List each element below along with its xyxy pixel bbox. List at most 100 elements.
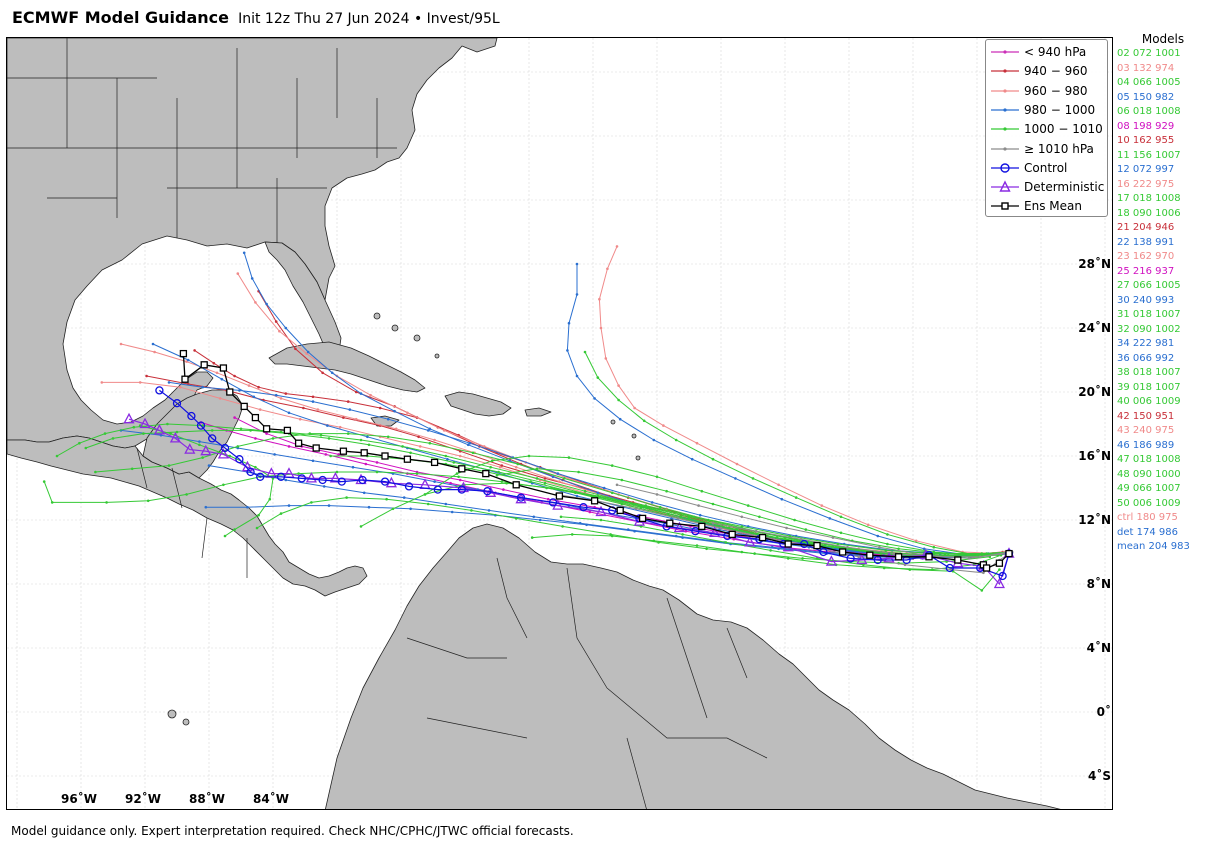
member-track-point — [665, 489, 668, 493]
control-point — [380, 477, 390, 486]
control-point — [318, 475, 327, 485]
legend-swatch — [991, 146, 1019, 151]
member-track-point — [652, 539, 656, 543]
model-row: 48 090 1000 — [1117, 468, 1181, 480]
deterministic-point — [184, 443, 196, 454]
member-track-point — [111, 437, 115, 440]
member-track-point — [914, 539, 918, 543]
member-track-point — [239, 427, 243, 431]
ens-mean-point — [381, 452, 389, 460]
member-track-point — [855, 550, 859, 554]
models-panel: Models 02 072 1001 03 132 974 04 066 1005 0… — [1117, 32, 1209, 555]
ens-mean-point — [954, 556, 962, 564]
land-islet — [391, 324, 399, 332]
control-point — [220, 443, 230, 453]
member-track-point — [734, 477, 737, 480]
member-track-point — [417, 435, 420, 439]
member-track-point — [393, 409, 396, 413]
model-row: 08 198 929 — [1117, 120, 1175, 132]
member-track-point — [793, 518, 796, 522]
member-track-point — [566, 349, 569, 352]
member-track-point — [967, 557, 971, 560]
model-row: 04 066 1005 — [1117, 77, 1181, 88]
ens-mean-point — [240, 402, 248, 411]
map-subtitle: Init 12z Thu 27 Jun 2024 • Invest/95L — [238, 11, 500, 27]
member-track-point — [354, 390, 358, 394]
latitude-label: 8˚N — [1086, 577, 1111, 591]
member-track-point — [153, 350, 156, 354]
member-track-point — [362, 491, 366, 495]
member-track-point — [610, 534, 614, 538]
land-hispaniola — [444, 391, 512, 417]
deterministic-point — [744, 536, 756, 547]
member-track-point — [546, 497, 550, 501]
ens-mean-point — [784, 540, 792, 548]
member-track-point — [338, 425, 342, 429]
member-track-point — [500, 464, 504, 467]
member-track-point — [578, 521, 582, 525]
member-track-point — [857, 555, 860, 559]
member-track-point — [543, 481, 547, 485]
member-track-point — [922, 547, 926, 551]
model-row: 16 222 975 — [1117, 178, 1175, 190]
model-row: 43 240 975 — [1117, 425, 1175, 436]
control-point — [358, 475, 367, 485]
deterministic-point — [153, 424, 165, 435]
member-track-point — [588, 510, 592, 514]
member-track-point — [455, 472, 459, 475]
member-track-point — [212, 361, 216, 365]
member-track-point — [222, 483, 225, 487]
member-track-point — [428, 441, 432, 445]
member-track-point — [428, 427, 432, 431]
member-track-point — [348, 408, 352, 411]
member-track-point — [609, 533, 612, 536]
land-islet — [413, 334, 421, 342]
member-track-point — [839, 531, 843, 535]
member-track-point — [279, 512, 283, 515]
ens-mean-point — [925, 553, 933, 561]
member-track-point — [617, 384, 620, 387]
member-track-point — [337, 453, 340, 456]
member-track-point — [265, 432, 268, 435]
member-track-point — [406, 411, 409, 415]
ens-mean-point — [294, 439, 303, 447]
member-track — [496, 468, 987, 555]
member-track-point — [998, 568, 1001, 571]
control-point — [404, 482, 414, 491]
member-track-point — [535, 467, 539, 471]
ens-mean-point — [728, 530, 736, 539]
member-track-point — [258, 408, 262, 411]
map-canvas[interactable] — [7, 38, 1113, 810]
ens-mean-point — [512, 481, 520, 489]
member-track-point — [298, 417, 302, 421]
member-track-point — [310, 501, 313, 504]
model-row: 11 156 1007 — [1117, 149, 1181, 161]
member-track-point — [596, 494, 600, 498]
member-track-point — [561, 525, 564, 528]
model-row: 34 222 981 — [1117, 338, 1175, 349]
member-track-point — [719, 526, 723, 530]
member-track-point — [575, 262, 579, 266]
member-track-point — [233, 374, 236, 378]
member-track-point — [367, 505, 371, 509]
control-point — [208, 434, 217, 443]
ens-mean-point — [458, 465, 466, 473]
member-track-point — [359, 525, 363, 528]
map-title: ECMWF Model Guidance — [12, 8, 229, 27]
legend-item: < 940 hPa — [986, 44, 1109, 62]
land-islet — [635, 455, 641, 461]
member-track-point — [567, 321, 571, 325]
member-track-point — [426, 429, 430, 432]
member-track-point — [794, 496, 798, 499]
member-track-point — [444, 454, 448, 458]
member-track-point — [418, 445, 422, 448]
member-track-point — [375, 461, 379, 464]
member-track-point — [130, 467, 134, 471]
member-track-point — [558, 480, 561, 483]
map-frame[interactable]: < 940 hPa 940 − 960 960 − 980 980 − 1000 100… — [6, 37, 1113, 810]
member-track-point — [246, 505, 249, 509]
ens-mean-point — [698, 522, 706, 531]
member-track-point — [770, 545, 774, 549]
member-track-point — [287, 411, 291, 415]
member-track-point — [255, 526, 259, 530]
